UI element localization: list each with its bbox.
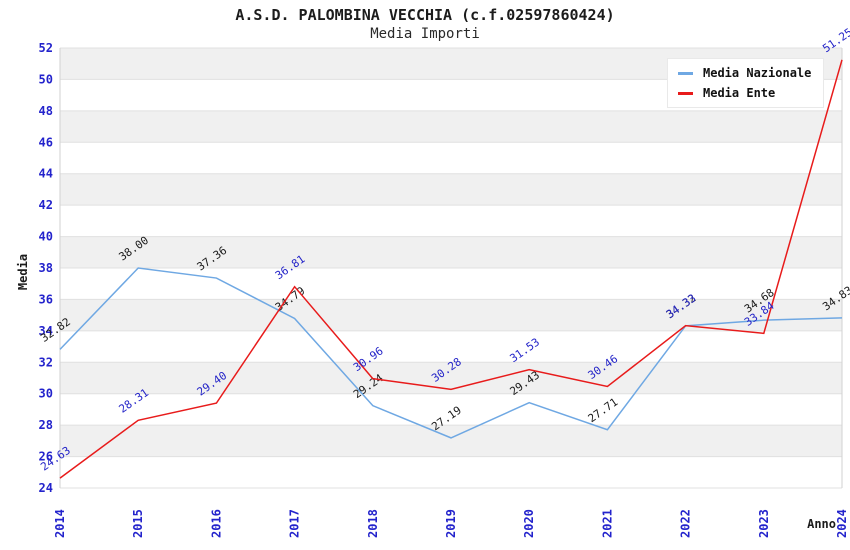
y-tick-label: 46 (39, 135, 53, 149)
x-tick-label: 2023 (757, 509, 771, 538)
plot-band (60, 299, 842, 331)
x-tick-label: 2024 (835, 509, 849, 538)
series-line-nazionale (59, 267, 843, 439)
x-axis-title: Anno (807, 517, 836, 531)
plot-band (60, 110, 842, 143)
y-tick-label: 32 (39, 355, 53, 369)
x-tick-label: 2022 (679, 509, 693, 538)
y-tick-label: 42 (39, 198, 53, 212)
legend-label: Media Ente (703, 86, 776, 100)
y-tick-label: 50 (39, 72, 53, 86)
grid-bands (60, 48, 842, 488)
plot-band (60, 362, 842, 394)
gridlines (59, 47, 843, 489)
chart-legend: Media Nazionale Media Ente (667, 58, 825, 108)
y-tick-label: 30 (39, 387, 53, 401)
chart-title: A.S.D. PALOMBINA VECCHIA (c.f.0259786042… (235, 6, 615, 24)
plot-band (60, 142, 842, 174)
y-tick-label: 48 (39, 104, 53, 118)
x-tick-label: 2014 (53, 509, 67, 538)
y-tick-label: 28 (39, 418, 53, 432)
y-tick-label: 36 (39, 292, 53, 306)
legend-label: Media Nazionale (703, 66, 812, 80)
legend-swatch-icon (678, 71, 693, 75)
x-tick-label: 2020 (522, 509, 536, 538)
y-tick-label: 34 (39, 324, 53, 338)
y-tick-label: 38 (39, 261, 53, 275)
chart-subtitle: Media Importi (370, 26, 480, 42)
plot-band (60, 456, 842, 488)
plot-band (60, 330, 842, 363)
y-tick-label: 44 (39, 167, 53, 181)
plot-band (60, 268, 842, 300)
x-tick-label: 2017 (288, 509, 302, 538)
plot-band (60, 425, 842, 457)
x-tick-label: 2016 (209, 509, 223, 538)
y-axis-title: Media (16, 254, 30, 290)
legend-swatch-icon (678, 91, 693, 95)
x-axis-ticks: 2014 2015 2016 2017 2018 2019 2020 2021 2022 2023… (53, 509, 849, 538)
y-tick-label: 40 (39, 230, 53, 244)
series-line-ente (59, 59, 843, 479)
y-tick-label: 24 (39, 481, 53, 495)
plot-band (60, 236, 842, 268)
plot-band (60, 173, 842, 206)
legend-item: Media Nazionale (678, 63, 811, 83)
legend-item: Media Ente (678, 83, 811, 103)
y-tick-label: 52 (39, 41, 53, 55)
plot-band (60, 205, 842, 237)
x-tick-label: 2021 (600, 509, 614, 538)
x-tick-label: 2015 (131, 509, 145, 538)
y-axis-ticks: 24 26 28 30 32 34 36 38 40 42 44 46 48 50 52 (39, 41, 53, 495)
x-tick-label: 2019 (444, 509, 458, 538)
y-tick-label: 26 (39, 450, 53, 464)
x-tick-label: 2018 (366, 509, 380, 538)
